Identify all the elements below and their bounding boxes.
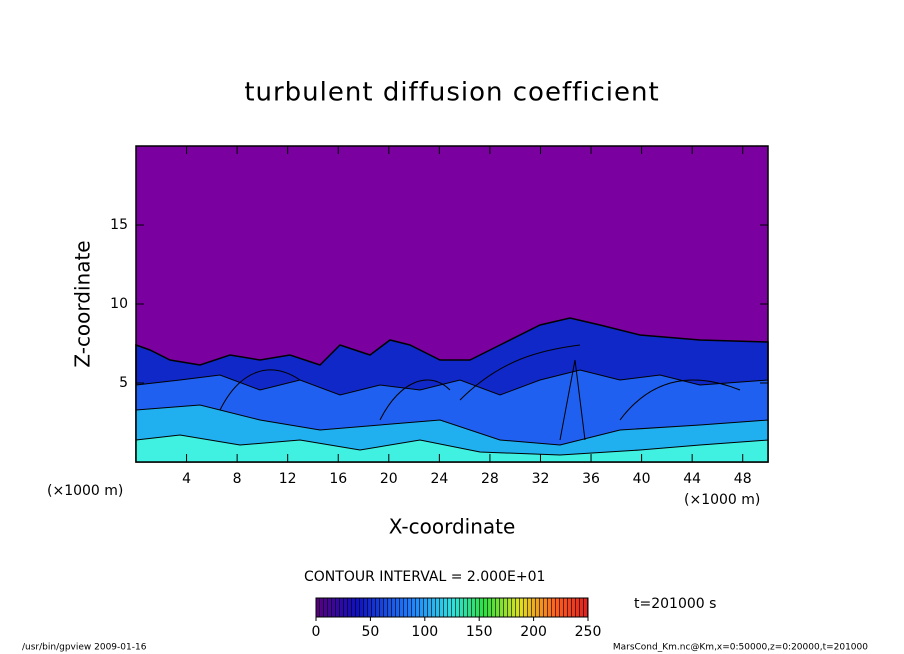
- x-unit-label: (×1000 m): [47, 483, 123, 499]
- x-tick-label: 16: [329, 471, 347, 487]
- x-tick-label: 48: [734, 471, 752, 487]
- colorbar-tick-label: 100: [411, 624, 438, 640]
- colorbar-tick-label: 0: [312, 624, 321, 640]
- colorbar-tick-label: 200: [520, 624, 547, 640]
- footer-right: MarsCond_Km.nc@Km,x=0:50000,z=0:20000,t=…: [613, 643, 868, 653]
- colorbar-tick-label: 50: [361, 624, 379, 640]
- footer-left: /usr/bin/gpview 2009-01-16: [22, 643, 147, 653]
- x-tick-label: 36: [582, 471, 600, 487]
- x-unit-label: (×1000 m): [684, 492, 760, 508]
- y-tick-label: 5: [119, 375, 128, 391]
- contour-interval: CONTOUR INTERVAL = 2.000E+01: [304, 569, 545, 585]
- time-label: t=201000 s: [634, 596, 716, 612]
- x-tick-label: 40: [633, 471, 651, 487]
- y-axis-label: Z-coordinate: [71, 240, 95, 367]
- field: [135, 145, 769, 463]
- x-axis-label: X-coordinate: [389, 515, 516, 539]
- chart-title: turbulent diffusion coefficient: [244, 78, 659, 108]
- x-tick-label: 28: [481, 471, 499, 487]
- x-tick-label: 12: [279, 471, 297, 487]
- y-tick-label: 15: [110, 217, 128, 233]
- x-tick-label: 32: [532, 471, 550, 487]
- x-tick-label: 8: [233, 471, 242, 487]
- colorbar-tick-label: 150: [466, 624, 493, 640]
- x-tick-label: 4: [182, 471, 191, 487]
- colorbar-stripes: [316, 598, 588, 617]
- colorbar-frame: [315, 597, 589, 618]
- y-tick-label: 10: [110, 296, 128, 312]
- colorbar-tick-label: 250: [575, 624, 602, 640]
- x-tick-label: 20: [380, 471, 398, 487]
- x-tick-label: 24: [430, 471, 448, 487]
- x-tick-label: 44: [683, 471, 701, 487]
